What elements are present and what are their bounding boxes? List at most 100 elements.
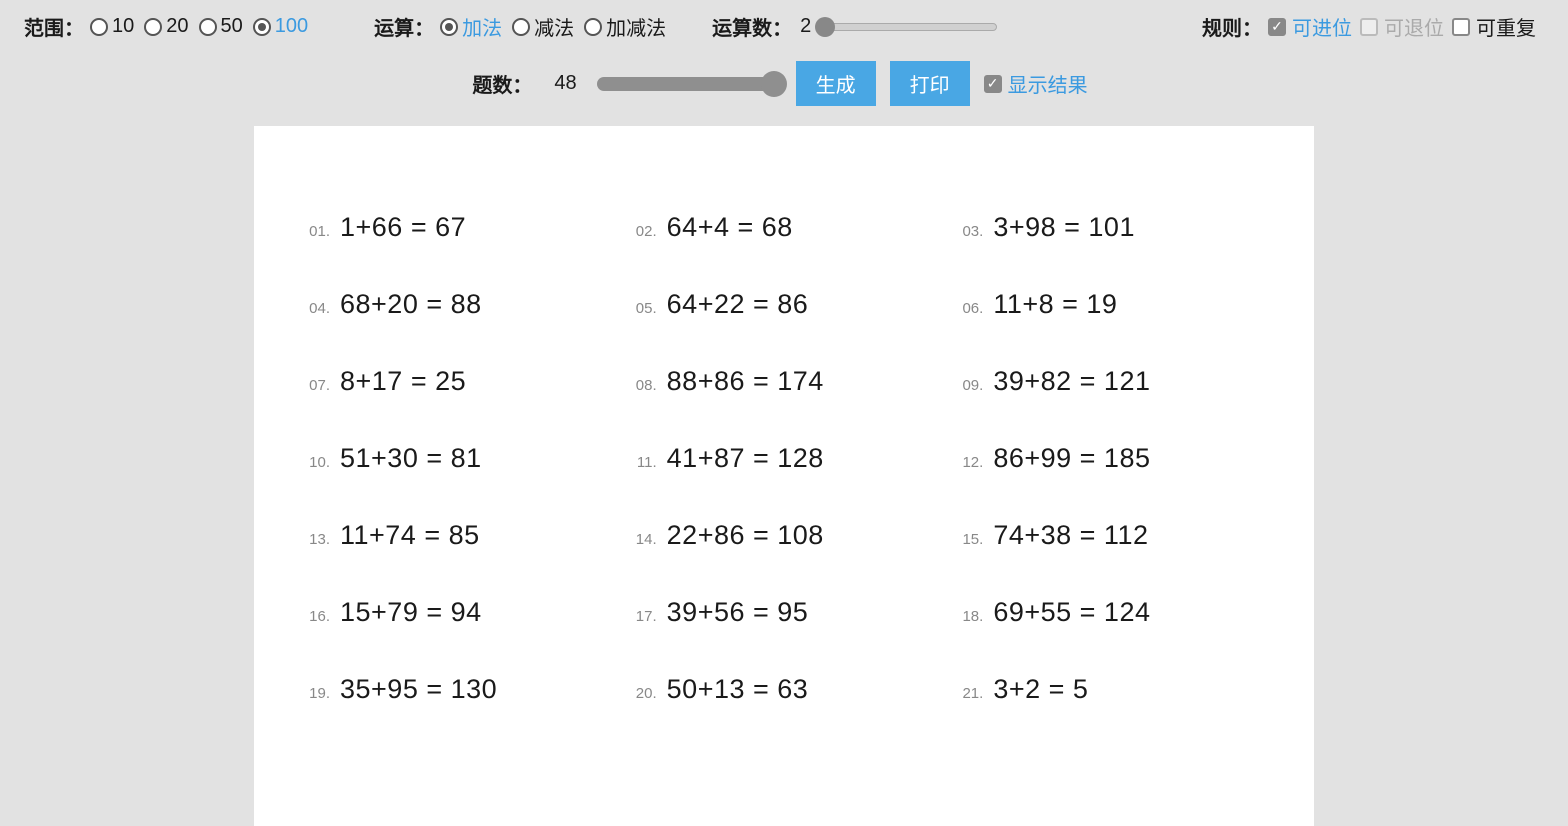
operand-count-value: 2 [800,15,811,38]
problem-item: 02. 64+4 = 68 [631,212,938,243]
problem-item: 10. 51+30 = 81 [304,443,611,474]
count-slider[interactable] [597,77,782,91]
print-button[interactable]: 打印 [890,61,970,106]
radio-label: 100 [275,15,308,38]
problem-number: 16. [304,608,330,625]
problem-item: 03. 3+98 = 101 [957,212,1264,243]
problem-expression: 1+66 = 67 [340,212,466,243]
problems-grid: 01.1+66 = 6702.64+4 = 6803.3+98 = 10104.… [304,212,1264,705]
problem-item: 15.74+38 = 112 [957,520,1264,551]
radio-icon[interactable] [440,18,458,36]
problem-number: 08. [631,377,657,394]
range-radio-10[interactable]: 10 [90,15,134,38]
problem-expression: 39+82 = 121 [993,366,1150,397]
problem-expression: 69+55 = 124 [993,597,1150,628]
problem-number: 13. [304,531,330,548]
show-result-checkbox[interactable]: ✓ [984,75,1002,93]
repeat-checkbox[interactable] [1452,18,1470,36]
operand-count-label: 运算数： [712,12,792,41]
problem-expression: 3+2 = 5 [993,674,1088,705]
problem-item: 08. 88+86 = 174 [631,366,938,397]
problem-number: 09. [957,377,983,394]
operation-radio-group: 加法 减法 加减法 [440,12,672,41]
problem-number: 14. [631,531,657,548]
problem-item: 07.8+17 = 25 [304,366,611,397]
range-radio-100[interactable]: 100 [253,15,308,38]
problem-number: 10. [304,454,330,471]
operation-label: 运算： [374,12,434,41]
borrow-checkbox [1360,18,1378,36]
problem-item: 16. 15+79 = 94 [304,597,611,628]
slider-thumb[interactable] [761,71,787,97]
problem-item: 01. 1+66 = 67 [304,212,611,243]
carry-checkbox-item[interactable]: ✓ 可进位 [1268,12,1352,41]
radio-icon[interactable] [512,18,530,36]
problem-number: 02. [631,223,657,240]
problem-item: 20.50+13 = 63 [631,674,938,705]
range-radio-20[interactable]: 20 [144,15,188,38]
worksheet: 01.1+66 = 6702.64+4 = 6803.3+98 = 10104.… [254,126,1314,826]
repeat-checkbox-item[interactable]: 可重复 [1452,12,1536,41]
range-radio-group: 10 20 50 100 [90,15,314,38]
problem-expression: 3+98 = 101 [993,212,1135,243]
problem-number: 20. [631,685,657,702]
radio-icon[interactable] [253,18,271,36]
repeat-label: 可重复 [1476,12,1536,41]
count-value: 48 [554,72,576,95]
problem-item: 19. 35+95 = 130 [304,674,611,705]
problem-expression: 11+8 = 19 [993,289,1117,320]
problem-item: 21. 3+2 = 5 [957,674,1264,705]
operation-radio-加减法[interactable]: 加减法 [584,12,666,41]
radio-icon[interactable] [90,18,108,36]
radio-label: 50 [221,15,243,38]
problem-expression: 64+4 = 68 [667,212,793,243]
carry-checkbox[interactable]: ✓ [1268,18,1286,36]
problem-item: 13. 11+74 = 85 [304,520,611,551]
borrow-label: 可退位 [1384,12,1444,41]
range-label: 范围： [24,12,84,41]
problem-expression: 64+22 = 86 [667,289,809,320]
problem-expression: 51+30 = 81 [340,443,482,474]
problem-number: 21. [957,685,983,702]
problem-number: 03. [957,223,983,240]
operand-count-slider[interactable] [817,23,997,31]
problem-item: 09. 39+82 = 121 [957,366,1264,397]
radio-icon[interactable] [199,18,217,36]
problem-expression: 35+95 = 130 [340,674,497,705]
problem-number: 11. [631,454,657,471]
generate-button[interactable]: 生成 [796,61,876,106]
problem-item: 12.86+99 = 185 [957,443,1264,474]
operation-radio-加法[interactable]: 加法 [440,12,502,41]
problem-expression: 68+20 = 88 [340,289,482,320]
problem-number: 05. [631,300,657,317]
problem-number: 18. [957,608,983,625]
problem-number: 19. [304,685,330,702]
controls-row-2: 题数： 48 生成 打印 ✓ 显示结果 [0,45,1568,126]
problem-expression: 11+74 = 85 [340,520,480,551]
problem-item: 11. 41+87 = 128 [631,443,938,474]
show-result-label: 显示结果 [1008,69,1088,98]
problem-item: 06. 11+8 = 19 [957,289,1264,320]
operation-radio-减法[interactable]: 减法 [512,12,574,41]
problem-item: 18. 69+55 = 124 [957,597,1264,628]
radio-label: 10 [112,15,134,38]
slider-thumb[interactable] [815,17,835,37]
radio-label: 减法 [534,12,574,41]
problem-expression: 88+86 = 174 [667,366,824,397]
problem-expression: 15+79 = 94 [340,597,482,628]
problem-item: 14.22+86 = 108 [631,520,938,551]
count-label: 题数： [472,69,532,98]
radio-label: 加法 [462,12,502,41]
problem-expression: 41+87 = 128 [667,443,824,474]
range-radio-50[interactable]: 50 [199,15,243,38]
rules-label: 规则： [1202,12,1262,41]
problem-number: 12. [957,454,983,471]
problem-expression: 8+17 = 25 [340,366,466,397]
problem-number: 06. [957,300,983,317]
radio-icon[interactable] [144,18,162,36]
radio-icon[interactable] [584,18,602,36]
problem-number: 01. [304,223,330,240]
show-result-checkbox-item[interactable]: ✓ 显示结果 [984,69,1088,98]
radio-label: 加减法 [606,12,666,41]
problem-number: 17. [631,608,657,625]
